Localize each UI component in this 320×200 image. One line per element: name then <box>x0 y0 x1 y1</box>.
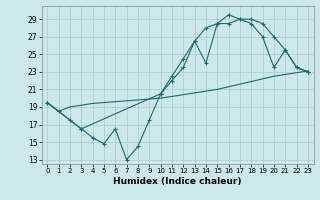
X-axis label: Humidex (Indice chaleur): Humidex (Indice chaleur) <box>113 177 242 186</box>
